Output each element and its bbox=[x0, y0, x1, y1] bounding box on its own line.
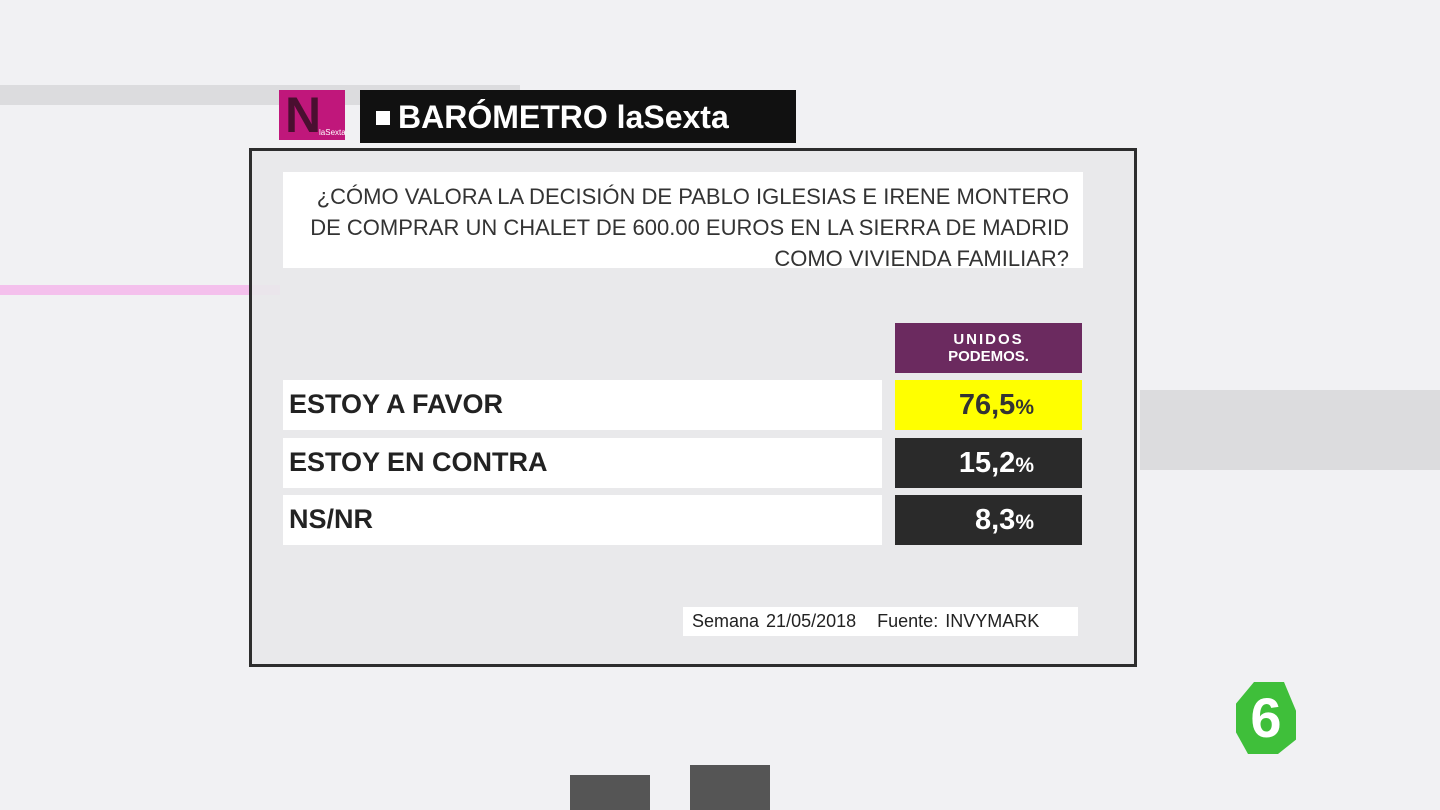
row-value: 15,2 bbox=[958, 447, 1016, 479]
title-bar: BARÓMETRO laSexta bbox=[360, 90, 796, 143]
party-name: UNIDOS bbox=[953, 331, 1024, 348]
background-shape bbox=[690, 765, 770, 810]
question-line: DE COMPRAR UN CHALET DE 600.00 EUROS EN … bbox=[310, 215, 1069, 240]
logo-letter: N bbox=[285, 87, 322, 143]
row-unit: % bbox=[1015, 511, 1034, 534]
footer-source: Fuente: INVYMARK bbox=[877, 611, 1040, 631]
logo-sub: laSexta bbox=[319, 128, 346, 137]
row-label: ESTOY EN CONTRA bbox=[283, 438, 882, 488]
footer: Semana 21/05/2018 Fuente: INVYMARK bbox=[683, 607, 1078, 636]
row-value-box: 76,5% bbox=[895, 380, 1082, 430]
title: BARÓMETRO laSexta bbox=[398, 99, 729, 135]
background-shape bbox=[570, 775, 650, 810]
question-line: COMO VIVIENDA FAMILIAR? bbox=[774, 246, 1069, 271]
logo: N laSexta bbox=[279, 87, 346, 143]
row-value: 8,3 bbox=[974, 504, 1016, 536]
row-value: 76,5 bbox=[958, 389, 1016, 421]
row-unit: % bbox=[1015, 396, 1034, 419]
background-shape bbox=[1140, 390, 1440, 470]
question: ¿CÓMO VALORA LA DECISIÓN DE PABLO IGLESI… bbox=[283, 172, 1083, 271]
row-unit: % bbox=[1015, 454, 1034, 477]
party-header: UNIDOS PODEMOS. bbox=[895, 323, 1082, 373]
channel-logo: 6 bbox=[1236, 682, 1296, 754]
row-label: NS/NR bbox=[283, 495, 882, 545]
background-shape bbox=[0, 285, 280, 295]
row-label: ESTOY A FAVOR bbox=[283, 380, 882, 430]
footer-date: Semana 21/05/2018 bbox=[692, 611, 857, 631]
row-value-box: 8,3% bbox=[895, 495, 1082, 545]
question-line: ¿CÓMO VALORA LA DECISIÓN DE PABLO IGLESI… bbox=[316, 184, 1069, 209]
row-value-box: 15,2% bbox=[895, 438, 1082, 488]
party-name: PODEMOS. bbox=[948, 348, 1029, 365]
